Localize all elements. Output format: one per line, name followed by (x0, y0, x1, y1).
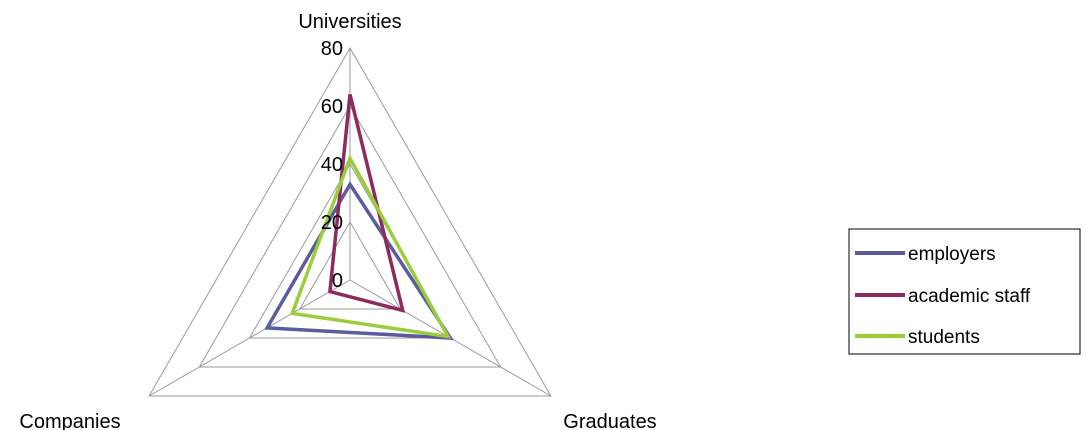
tick-label-0: 0 (332, 270, 343, 292)
legend-label-students: students (908, 327, 980, 348)
tick-label-80: 80 (321, 38, 343, 60)
series-line-academic-staff (328, 93, 406, 313)
tick-label-20: 20 (321, 212, 343, 234)
tick-label-40: 40 (321, 154, 343, 176)
category-label-universities: Universities (298, 11, 401, 33)
radar-series (264, 93, 454, 340)
series-line-students (289, 154, 452, 339)
series-line-employers (264, 180, 454, 340)
legend-label-employers: employers (908, 244, 996, 265)
grid-ring-60 (198, 104, 502, 368)
category-label-companies: Companies (19, 411, 120, 430)
legend: employers academic staff students (848, 228, 1081, 355)
grid-ring-80 (148, 47, 552, 397)
category-label-graduates: Graduates (563, 411, 656, 430)
spoke-companies (148, 279, 351, 397)
category-labels: Universities Graduates Companies (19, 11, 656, 430)
legend-box (848, 228, 1081, 355)
grid-ring-20 (298, 220, 402, 310)
legend-label-academic-staff: academic staff (908, 286, 1031, 307)
radial-tick-labels: 0 20 40 60 80 (321, 38, 343, 292)
tick-label-60: 60 (321, 96, 343, 118)
